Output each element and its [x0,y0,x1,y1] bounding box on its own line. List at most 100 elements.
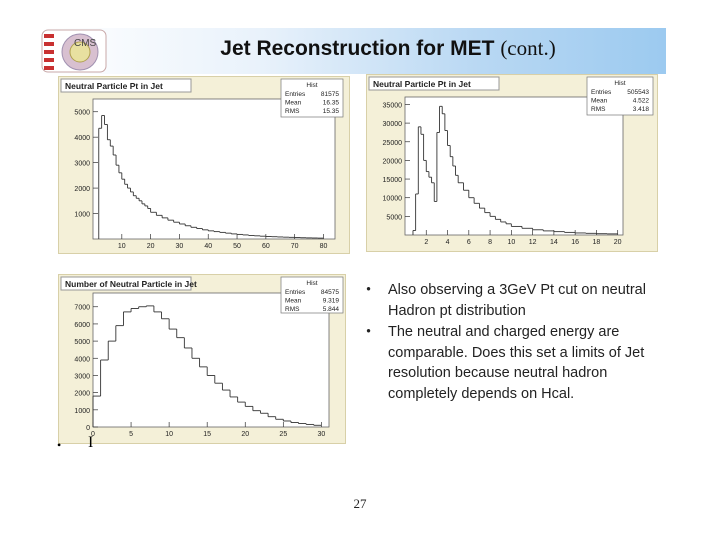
histogram-panel-3: Number of Neutral Particle in Jet 0 1000 20… [58,274,346,444]
x-tick-label: 30 [317,431,325,438]
x-tick-label: 8 [488,239,492,246]
y-tick-label: 7000 [74,305,90,312]
x-tick-label: 20 [614,239,622,246]
title-bar [40,28,666,74]
stats-value: 4.522 [633,98,650,105]
x-tick-label: 10 [118,243,126,250]
stats-header: Hist [306,82,317,89]
y-tick-label: 35000 [383,102,403,109]
x-tick-label: 10 [165,431,173,438]
stats-value: 5.844 [323,306,340,313]
x-tick-label: 30 [176,243,184,250]
bullet-marker: • [366,324,372,340]
histogram-chart-1: Neutral Particle Pt in Jet 1000 2000 3000 40… [60,78,344,250]
x-tick-label: 20 [147,243,155,250]
title-main: Jet Reconstruction for MET [220,37,495,60]
chart-title: Number of Neutral Particle in Jet [65,279,197,289]
y-tick-label: 2000 [74,391,90,398]
page-title: Jet Reconstruction for MET (cont.) [110,36,666,61]
x-tick-label: 60 [262,243,270,250]
x-tick-label: 80 [320,243,328,250]
stats-value: 16.35 [323,100,340,107]
stats-label: RMS [285,108,300,115]
stats-value: 81575 [321,91,339,98]
bullet-item: • Also observing a 3GeV Pt cut on neutra… [356,280,652,321]
y-tick-label: 3000 [74,161,90,168]
histogram-chart-2: Neutral Particle Pt in Jet 5000 10000 15000… [368,76,654,246]
y-tick-label: 30000 [383,121,403,128]
y-tick-label: 0 [86,425,90,432]
x-tick-label: 16 [571,239,579,246]
stats-box [586,76,654,116]
stats-label: Mean [285,100,302,107]
x-tick-label: 5 [129,431,133,438]
stats-value: 9.319 [323,298,340,305]
y-tick-label: 20000 [383,158,403,165]
stats-label: RMS [285,306,300,313]
y-tick-label: 5000 [74,110,90,117]
stats-value: 3.418 [633,106,650,113]
page-number: 27 [353,496,367,511]
y-tick-label: 5000 [74,339,90,346]
chart-title: Neutral Particle Pt in Jet [373,79,471,89]
stats-label: Mean [285,298,302,305]
y-tick-label: 25000 [383,140,403,147]
chart-title-box [60,78,192,93]
plot-area [92,292,330,428]
stats-value: 15.35 [323,108,340,115]
bullet-item: • The neutral and charged energy are com… [356,322,652,404]
x-tick-label: 4 [446,239,450,246]
x-tick-label: 12 [529,239,537,246]
x-tick-label: 70 [291,243,299,250]
plot-area [92,98,336,240]
x-tick-label: 20 [241,431,249,438]
stats-box [280,276,344,314]
y-tick-label: 1000 [74,212,90,219]
stats-value: 84575 [321,289,339,296]
y-tick-label: 3000 [74,373,90,380]
stats-label: Entries [285,91,306,98]
y-tick-label: 2000 [74,186,90,193]
y-tick-label: 1000 [74,408,90,415]
x-tick-label: 6 [467,239,471,246]
bullet-text: Also observing a 3GeV Pt cut on neutral … [388,282,646,319]
chart-title-box [368,76,500,91]
stray-mark: I [88,434,94,451]
stats-label: Mean [591,98,608,105]
stats-label: Entries [285,289,306,296]
x-tick-label: 14 [550,239,558,246]
histogram-panel-2: Neutral Particle Pt in Jet 5000 10000 15000… [366,74,658,252]
y-tick-label: 4000 [74,135,90,142]
stats-value: 505543 [627,89,649,96]
histogram-panel-1: Neutral Particle Pt in Jet 1000 2000 3000 40… [58,76,350,254]
y-tick-label: 4000 [74,356,90,363]
cms-logo: CMS [41,29,107,73]
x-tick-label: 50 [233,243,241,250]
y-tick-label: 6000 [74,322,90,329]
bullet-text: The neutral and charged energy are compa… [388,324,645,402]
title-suffix: (cont.) [500,36,556,60]
y-tick-label: 5000 [386,214,402,221]
y-tick-label: 15000 [383,177,403,184]
chart-title: Neutral Particle Pt in Jet [65,81,163,91]
x-tick-label: 2 [424,239,428,246]
stats-label: Entries [591,89,612,96]
x-tick-label: 40 [204,243,212,250]
bullet-list: • Also observing a 3GeV Pt cut on neutra… [356,280,652,405]
plot-area [404,96,624,236]
x-tick-label: 25 [279,431,287,438]
bullet-marker: • [366,282,372,298]
x-tick-label: 0 [91,431,95,438]
stats-header: Hist [614,80,625,87]
stats-label: RMS [591,106,606,113]
chart-title-box [60,276,192,291]
x-tick-label: 10 [507,239,515,246]
x-tick-label: 18 [593,239,601,246]
stray-mark: • [57,438,62,452]
y-tick-label: 10000 [383,196,403,203]
stats-box [280,78,344,118]
x-tick-label: 15 [203,431,211,438]
histogram-chart-3: Number of Neutral Particle in Jet 0 1000 20… [60,276,344,438]
stats-header: Hist [306,280,317,287]
logo-text: CMS [74,38,97,49]
